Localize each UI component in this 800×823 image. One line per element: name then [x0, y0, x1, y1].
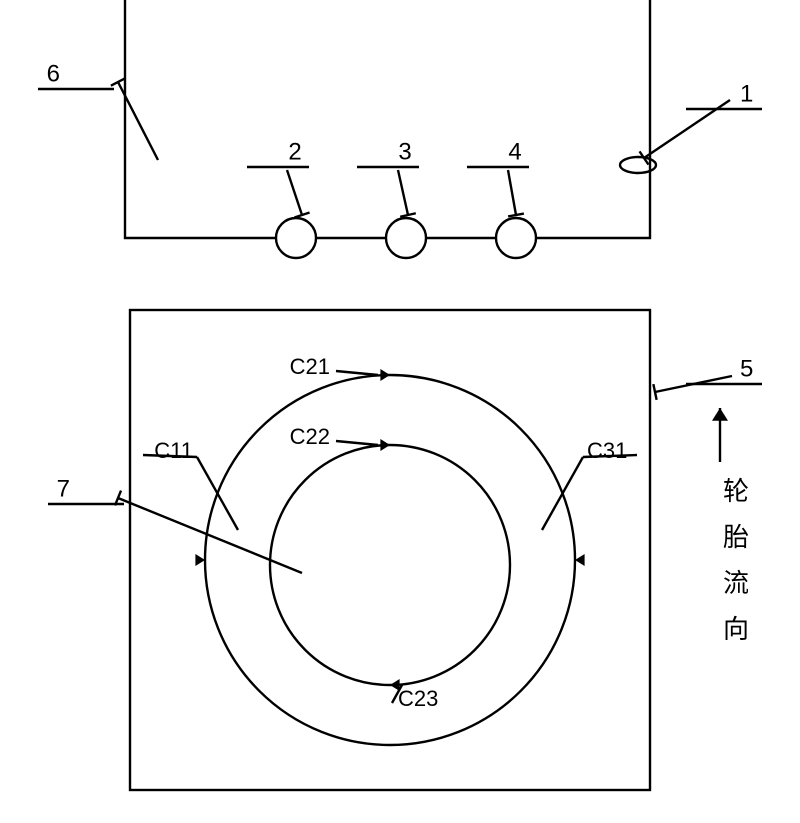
callout-label-5: 5 [740, 355, 753, 382]
callout-label-7: 7 [57, 475, 70, 502]
marker-label-C22: C22 [290, 424, 330, 449]
marker-C11 [143, 455, 238, 530]
marker-label-C21: C21 [290, 354, 330, 379]
base-circle-2 [386, 218, 426, 258]
callout-3 [398, 170, 408, 215]
marker-C21 [336, 371, 378, 375]
outer-ring [205, 375, 575, 745]
platform-rect [130, 310, 650, 790]
callout-label-1: 1 [740, 80, 753, 107]
callout-label-2: 2 [288, 138, 301, 165]
marker-label-C11: C11 [154, 438, 193, 463]
flow-label-char-0: 轮 [723, 476, 749, 506]
base-circle-1 [276, 218, 316, 258]
callout-label-4: 4 [508, 138, 521, 165]
callout-2 [287, 170, 302, 215]
callout-label-6: 6 [47, 60, 60, 87]
marker-C22 [336, 441, 378, 445]
base-circle-3 [496, 218, 536, 258]
flow-label-char-2: 流 [723, 568, 749, 598]
marker-label-C31: C31 [587, 438, 627, 463]
callout-4 [508, 170, 516, 215]
marker-label-C23: C23 [398, 686, 438, 711]
callout-label-3: 3 [398, 138, 411, 165]
top-bracket [125, 0, 650, 238]
marker-C31 [542, 455, 637, 530]
flow-label-char-1: 胎 [723, 522, 749, 552]
flow-label-char-3: 向 [723, 614, 749, 644]
inner-ring [270, 445, 510, 685]
